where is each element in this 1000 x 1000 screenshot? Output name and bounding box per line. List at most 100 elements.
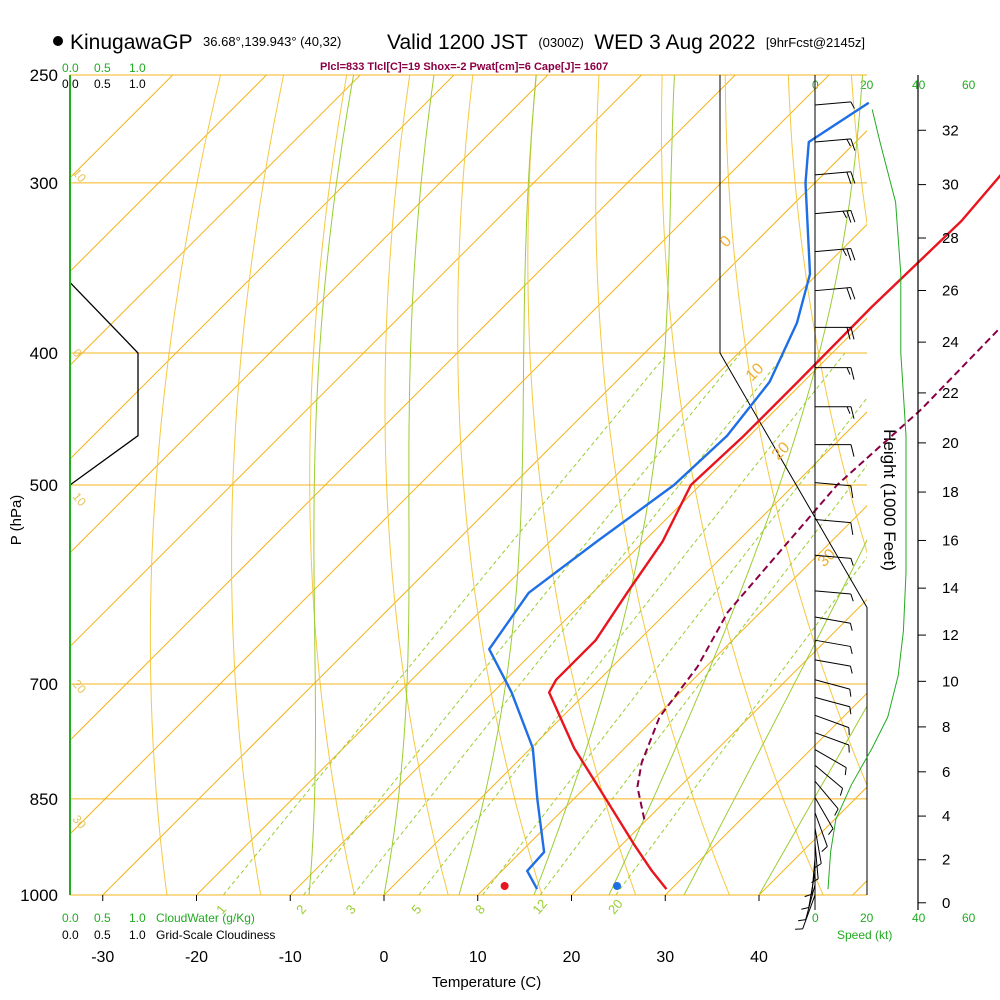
moist-adiabat-line (533, 75, 675, 895)
cloud-bottom-black-2: 1.0 (129, 928, 146, 942)
wind-barb-staff (814, 780, 839, 810)
speed-top-20: 20 (860, 78, 874, 92)
wind-barb-flag (850, 101, 855, 109)
wind-barb (814, 287, 856, 300)
wind-barb-flag (846, 406, 851, 414)
wind-barb (815, 444, 855, 457)
cloud-bottom-green-2: 1.0 (129, 911, 146, 925)
wind-barb-staff (814, 101, 851, 106)
wind-barb (814, 138, 856, 151)
isotherm-right-label: 20 (769, 439, 794, 464)
wind-barb (814, 679, 852, 697)
moist-adiabat-line (308, 75, 355, 895)
height-tick-label: 22 (942, 385, 959, 402)
height-tick-label: 8 (942, 719, 950, 736)
wind-barb (814, 616, 853, 631)
temperature-axis-label: Temperature (C) (432, 974, 541, 991)
mixing-ratio-line (303, 352, 741, 895)
wind-barb (814, 659, 853, 674)
wind-barb-flag (828, 828, 834, 836)
mixing-ratio-line (352, 352, 786, 895)
mixing-ratio-label: 8 (472, 902, 488, 917)
pressure-tick-label: 250 (30, 66, 58, 85)
height-tick-label: 6 (942, 764, 950, 781)
wind-barb-staff (814, 827, 822, 864)
speed-scale: 0 20 40 60 0 20 40 60 Speed (kt) (812, 78, 976, 942)
speed-bottom-40: 40 (912, 911, 926, 925)
surface-temperature-point (500, 882, 509, 890)
wind-barb-staff (814, 659, 851, 667)
isotherm-line (664, 692, 867, 895)
wind-barb-staff (814, 554, 851, 559)
wind-barb-staff (814, 248, 851, 253)
mixing-ratio-line (418, 352, 846, 895)
wind-barb-flag (849, 689, 852, 697)
wind-barb (814, 639, 853, 654)
wind-barb (814, 780, 839, 816)
height-tick-label: 16 (942, 532, 959, 549)
speed-top-40: 40 (912, 78, 926, 92)
pressure-tick-label: 700 (30, 675, 58, 694)
wind-barb-staff (802, 894, 816, 929)
isotherm-line (70, 75, 361, 366)
dry-adiabat-line (457, 75, 543, 895)
pressure-axis-label: P (hPa) (8, 495, 25, 546)
wind-barb-staff (814, 209, 851, 215)
standard-atmosphere-line (69, 281, 139, 486)
wind-barb-flag (846, 327, 851, 340)
wind-barb-flag (849, 706, 852, 715)
wind-barb-staff (814, 696, 850, 708)
temperature-tick-label: -10 (279, 949, 302, 966)
wind-barb (814, 827, 822, 869)
dry-adiabat-line (384, 75, 449, 895)
valid-utc: (0300Z) (538, 35, 584, 50)
dry-adiabat-line (787, 75, 867, 554)
wind-barb-flag (850, 522, 854, 535)
wind-barb-flag (850, 138, 856, 151)
wind-barb (801, 871, 816, 910)
cloud-water-label: CloudWater (g/Kg) (156, 911, 255, 925)
height-axis-label: Height (1000 Feet) (880, 429, 899, 571)
wind-barb (814, 714, 850, 736)
pressure-tick-label: 300 (30, 174, 58, 193)
cloud-scale-top: 0.0 0.5 1.0 0.0 0.5 1.0 (62, 61, 146, 91)
mixing-ratio-label: 2 (293, 902, 309, 917)
wind-speed-profile (827, 109, 907, 890)
wind-barb-flag (849, 646, 853, 654)
wind-barb-flag (850, 210, 856, 223)
cloud-bottom-green-0: 0.0 (62, 911, 79, 925)
height-tick-label: 20 (942, 435, 959, 452)
isotherm-left-label: 20 (70, 677, 90, 696)
temperature-tick-label: 10 (469, 949, 487, 966)
pressure-tick-label: 400 (30, 344, 58, 363)
height-tick-label: 24 (942, 334, 959, 351)
wind-barb-flag (850, 171, 856, 184)
wind-barb (814, 696, 852, 715)
mixing-ratio-line (482, 397, 867, 895)
cloud-top-green-2: 1.0 (129, 61, 146, 75)
temperature-tick-label: 30 (656, 949, 674, 966)
cloud-bottom-black-1: 0.5 (94, 928, 111, 942)
speed-bottom-0: 0 (812, 911, 819, 925)
wind-barb (814, 209, 856, 223)
height-tick-label: 32 (942, 122, 959, 139)
wind-barb-flag (850, 406, 855, 419)
wind-barb-flag (850, 248, 856, 261)
wind-barb-flag (850, 444, 855, 457)
wind-barb-flag (849, 623, 853, 631)
wind-barb-staff (814, 714, 849, 729)
wind-barb-flag (834, 808, 839, 816)
height-tick-label: 0 (942, 895, 950, 912)
wind-barb-flag (850, 558, 854, 566)
wind-barb-flag (846, 367, 851, 375)
mixing-ratio-label: 12 (529, 896, 550, 917)
mixing-ratio-label: 3 (343, 902, 359, 917)
dry-adiabat-line (231, 75, 285, 895)
wind-barb-staff (805, 884, 816, 920)
isotherm-line (70, 75, 267, 273)
wind-barb-flag (850, 593, 854, 602)
wind-barb-flag (798, 919, 806, 922)
cloudiness-label: Grid-Scale Cloudiness (156, 928, 275, 942)
mixing-ratio-line (223, 352, 669, 895)
